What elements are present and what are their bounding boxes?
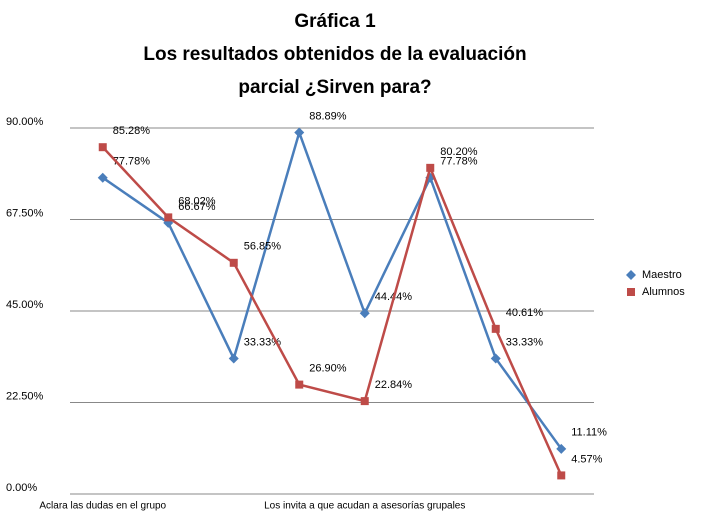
y-tick-label: 45.00% <box>6 299 44 311</box>
data-label: 77.78% <box>440 156 478 168</box>
data-label: 66.67% <box>178 201 216 213</box>
data-label: 40.61% <box>506 307 544 319</box>
y-tick-label: 22.50% <box>6 390 44 402</box>
point <box>490 353 501 364</box>
data-label: 88.89% <box>309 110 347 122</box>
data-label: 68.02% <box>178 195 216 207</box>
point <box>228 353 239 364</box>
data-label: 56.85% <box>244 241 282 253</box>
data-label: 11.11% <box>571 427 607 439</box>
data-label: 77.78% <box>113 156 151 168</box>
data-label: 80.20% <box>440 146 478 158</box>
point <box>426 163 435 172</box>
chart-title: Los resultados obtenidos de la evaluació… <box>143 44 526 65</box>
series-line <box>101 146 563 476</box>
x-tick-label: Aclara las dudas en el grupo <box>39 501 166 512</box>
point <box>164 213 173 222</box>
data-label: 33.33% <box>244 336 282 348</box>
chart-title: Gráfica 1 <box>294 11 376 32</box>
point <box>491 324 500 333</box>
x-tick-label: Los invita a que acudan a asesorías grup… <box>264 501 465 512</box>
y-tick-label: 90.00% <box>6 116 44 128</box>
point <box>294 127 305 138</box>
legend-marker <box>626 270 636 280</box>
legend-label: Maestro <box>642 269 682 281</box>
chart-title: parcial ¿Sirven para? <box>238 77 431 98</box>
series-line <box>102 128 563 450</box>
data-label: 26.90% <box>309 363 347 375</box>
legend-label: Alumnos <box>642 286 685 298</box>
point <box>556 443 567 454</box>
point <box>295 380 304 389</box>
point <box>359 308 370 319</box>
data-label: 4.57% <box>571 453 602 465</box>
data-label: 22.84% <box>375 379 413 391</box>
y-tick-label: 67.50% <box>6 207 44 219</box>
point <box>229 258 238 267</box>
legend-marker <box>627 288 635 296</box>
point <box>97 172 108 183</box>
point <box>360 397 369 406</box>
y-tick-label: 0.00% <box>6 482 37 494</box>
data-label: 85.28% <box>113 125 151 137</box>
point <box>557 471 566 480</box>
point <box>98 143 107 152</box>
data-label: 33.33% <box>506 336 544 348</box>
